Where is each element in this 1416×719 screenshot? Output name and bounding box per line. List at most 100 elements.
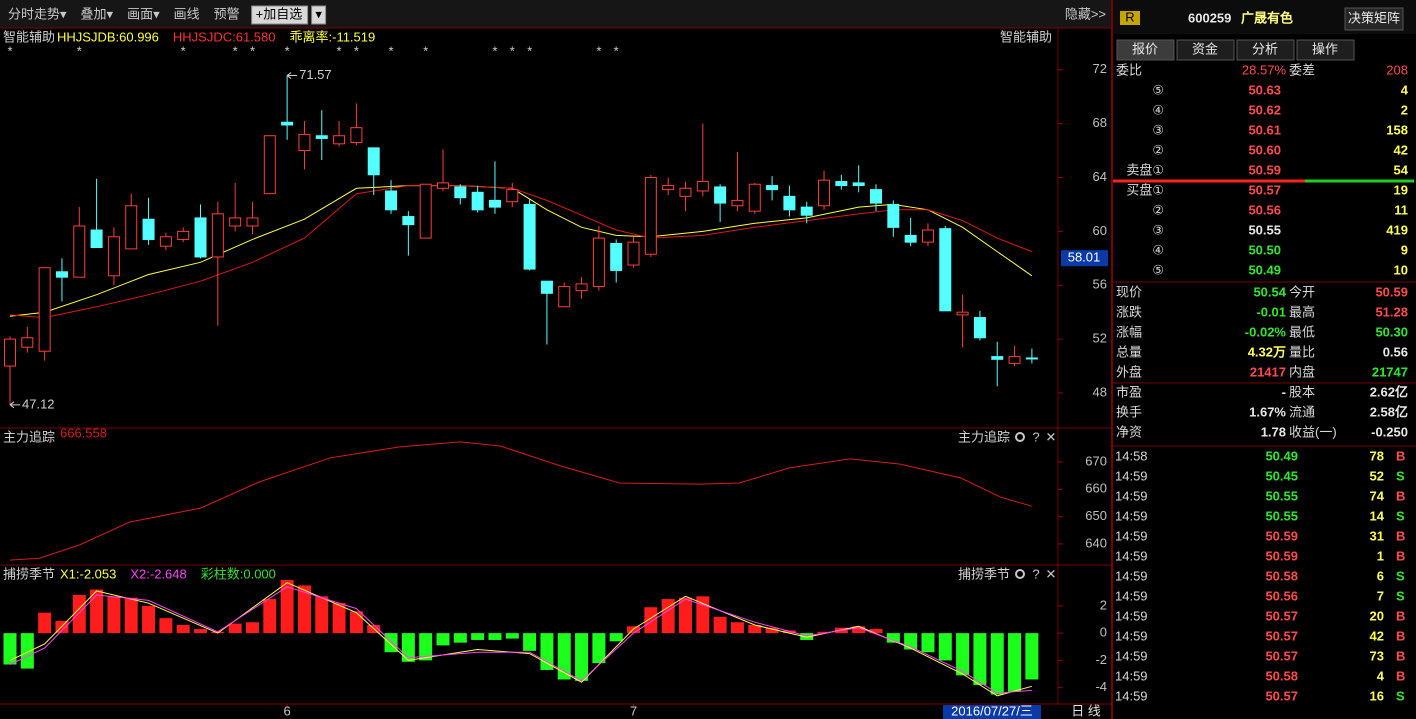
tab[interactable]: 分析 [1252, 41, 1278, 56]
add-menu[interactable]: ▾ [315, 6, 322, 21]
stat-value: -0.250 [1371, 424, 1408, 439]
toolbar-item[interactable]: 画面▾ [127, 6, 160, 21]
y-tick-label: -4 [1095, 679, 1107, 694]
book-price: 50.60 [1248, 142, 1281, 157]
y-tick-label: 650 [1085, 508, 1107, 523]
stat-label: 最高 [1289, 304, 1315, 319]
trade-volume: 52 [1370, 468, 1384, 483]
tab[interactable]: 操作 [1312, 41, 1338, 56]
book-price: 50.62 [1248, 102, 1281, 117]
stat-label: 市盈 [1116, 384, 1142, 399]
histogram-bar [627, 626, 641, 634]
date-label: 2016/07/27/三 [951, 703, 1033, 718]
book-volume: 54 [1394, 162, 1409, 177]
candle-body [246, 217, 259, 227]
book-level: ⑤ [1152, 82, 1164, 97]
tab-box[interactable] [1176, 39, 1235, 61]
trade-price: 50.58 [1265, 568, 1298, 583]
book-level: ③ [1152, 222, 1164, 237]
y-tick-label: 52 [1093, 331, 1107, 346]
tab[interactable]: 资金 [1192, 41, 1218, 56]
book-price: 50.59 [1248, 162, 1281, 177]
badge: R [1125, 9, 1134, 24]
book-price: 50.56 [1248, 202, 1281, 217]
stat-label: 外盘 [1116, 364, 1142, 379]
add-button[interactable]: +加自选 [256, 6, 303, 21]
stat-value: 0.56 [1383, 344, 1408, 359]
stat-label: 涨跌 [1116, 304, 1142, 319]
toolbar-item[interactable]: 预警 [214, 6, 240, 21]
signal-star: * [389, 43, 394, 58]
candle-body [714, 186, 727, 204]
book-level: 买盘① [1126, 182, 1164, 197]
panel-control[interactable]: ? [1032, 429, 1039, 444]
trade-price: 50.57 [1265, 648, 1298, 663]
trade-price: 50.49 [1265, 448, 1298, 463]
tab-box[interactable] [1236, 39, 1295, 61]
histogram-bar [661, 599, 675, 634]
histogram-bar [990, 633, 1004, 695]
hide-button[interactable]: 隐藏>> [1065, 6, 1106, 21]
trade-time: 14:59 [1115, 628, 1148, 643]
add-menu-box[interactable] [311, 5, 327, 25]
histogram-bar [730, 622, 744, 634]
stat-label: 换手 [1116, 404, 1142, 419]
candle-body [696, 181, 709, 192]
tab[interactable]: 报价 [1132, 41, 1158, 56]
candle-body [385, 190, 398, 211]
trade-volume: 73 [1370, 648, 1384, 663]
candle-body [437, 182, 449, 189]
period-label[interactable]: 日 线 [1071, 703, 1101, 718]
trade-time: 14:59 [1115, 568, 1148, 583]
trade-volume: 78 [1370, 448, 1384, 463]
add-button-box[interactable] [251, 5, 309, 25]
trade-volume: 16 [1370, 688, 1384, 703]
tab-box[interactable] [1116, 39, 1175, 61]
trade-side: S [1396, 468, 1405, 483]
trade-price: 50.57 [1265, 688, 1298, 703]
panel-control[interactable]: ✕ [1046, 566, 1057, 581]
toolbar-item[interactable]: 画线 [174, 6, 200, 21]
settings-icon[interactable] [1015, 432, 1025, 442]
trade-time: 14:59 [1115, 668, 1148, 683]
trade-price: 50.57 [1265, 628, 1298, 643]
matrix-button[interactable]: 决策矩阵 [1348, 10, 1400, 25]
histogram-bar [3, 633, 17, 665]
matrix-button-box[interactable] [1344, 7, 1404, 31]
panel-control[interactable]: ✕ [1046, 429, 1057, 444]
signal-star: * [423, 43, 428, 58]
y-tick-label: 72 [1093, 61, 1107, 76]
histogram-bar [1008, 633, 1022, 692]
candle-body [454, 186, 467, 199]
book-volume: 19 [1394, 182, 1408, 197]
signal-star: * [337, 43, 342, 58]
book-price: 50.57 [1248, 182, 1281, 197]
book-level: ④ [1152, 102, 1164, 117]
trade-time: 14:59 [1115, 648, 1148, 663]
trade-volume: 74 [1370, 488, 1385, 503]
candle-body [852, 182, 865, 187]
candle-body [800, 206, 813, 216]
stock-code: 600259 [1188, 10, 1231, 25]
candle-body [887, 203, 900, 228]
candle-body [263, 135, 276, 195]
panel-control[interactable]: ? [1032, 566, 1039, 581]
legend-item: 乖离率:-11.519 [290, 29, 376, 44]
histogram-bar [315, 596, 329, 634]
tab-box[interactable] [1296, 39, 1355, 61]
histogram-bar [471, 633, 485, 640]
candle-body [921, 229, 934, 243]
histogram-bar [245, 622, 259, 634]
stat-label: 总量 [1116, 344, 1142, 359]
toolbar-item[interactable]: 分时走势▾ [8, 6, 67, 21]
settings-icon[interactable] [1015, 569, 1025, 579]
candle-body [835, 181, 848, 187]
extreme-arrow [286, 72, 298, 79]
book-volume: 11 [1394, 202, 1408, 217]
signal-star: * [181, 43, 186, 58]
histogram-bar [280, 579, 294, 634]
candle-body [488, 199, 501, 208]
toolbar-item[interactable]: 叠加▾ [81, 6, 114, 21]
